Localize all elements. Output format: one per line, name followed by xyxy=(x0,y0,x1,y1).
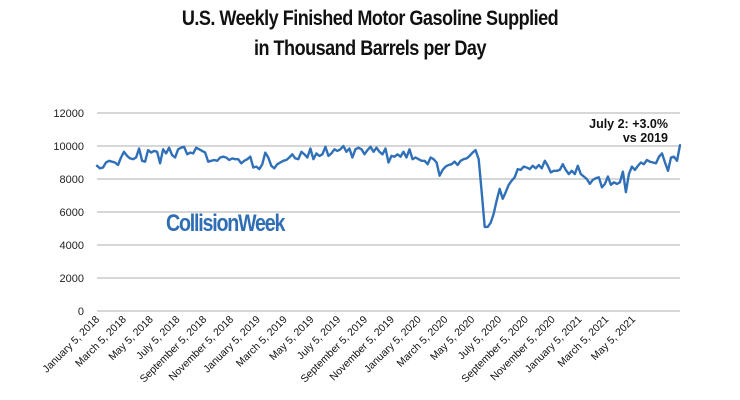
gridlines xyxy=(97,112,680,312)
y-tick-label: 12000 xyxy=(53,108,84,120)
y-tick-label: 4000 xyxy=(60,240,84,252)
y-tick-label: 2000 xyxy=(60,273,84,285)
chart-title-line-2: in Thousand Barrels per Day xyxy=(254,37,486,60)
collisionweek-logo: CollisionWeek xyxy=(166,210,285,237)
y-tick-label: 6000 xyxy=(60,207,84,219)
annotation-line-2: vs 2019 xyxy=(623,131,668,145)
y-axis-tick-labels: 0 2000 4000 6000 8000 10000 12000 xyxy=(53,108,84,318)
annotation-line-1: July 2: +3.0% xyxy=(589,117,668,131)
y-tick-label: 0 xyxy=(78,306,84,318)
y-tick-label: 8000 xyxy=(60,174,84,186)
chart-title: U.S. Weekly Finished Motor Gasoline Supp… xyxy=(52,4,688,64)
chart-title-line-1: U.S. Weekly Finished Motor Gasoline Supp… xyxy=(181,7,559,30)
y-tick-label: 10000 xyxy=(53,141,84,153)
gasoline-supplied-line xyxy=(95,143,682,229)
